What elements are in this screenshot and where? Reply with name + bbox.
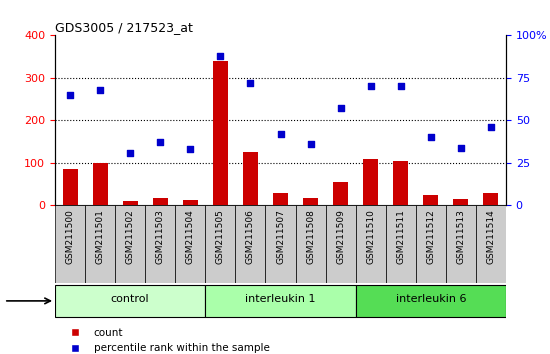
Bar (386, 205, 416, 283)
Bar (303, 198, 318, 205)
Text: GSM211512: GSM211512 (426, 209, 436, 264)
Text: GSM211507: GSM211507 (276, 209, 285, 264)
Bar (175, 205, 205, 283)
Bar (446, 205, 476, 283)
Bar (393, 161, 408, 205)
Bar (55, 285, 205, 317)
Text: GSM211514: GSM211514 (486, 209, 496, 264)
Bar (273, 193, 288, 205)
Text: GSM211513: GSM211513 (456, 209, 465, 264)
Bar (63, 169, 78, 205)
Text: GSM211509: GSM211509 (336, 209, 345, 264)
Bar (85, 205, 115, 283)
Text: GSM211503: GSM211503 (156, 209, 165, 264)
Bar (153, 198, 168, 205)
Text: GSM211505: GSM211505 (216, 209, 225, 264)
Text: GDS3005 / 217523_at: GDS3005 / 217523_at (55, 21, 193, 34)
Legend: count, percentile rank within the sample: count, percentile rank within the sample (60, 324, 273, 354)
Point (65, 92, 74, 98)
Bar (123, 201, 138, 205)
Text: interleukin 6: interleukin 6 (395, 294, 466, 304)
Bar (213, 61, 228, 205)
Text: control: control (111, 294, 150, 304)
Bar (55, 205, 85, 283)
Bar (483, 193, 498, 205)
Bar (356, 205, 386, 283)
Text: GSM211502: GSM211502 (125, 209, 135, 264)
Bar (326, 205, 356, 283)
Point (426, 135, 435, 140)
Bar (145, 205, 175, 283)
Bar (424, 195, 438, 205)
Point (216, 53, 225, 59)
Point (366, 84, 375, 89)
Bar (115, 205, 145, 283)
Bar (92, 163, 108, 205)
Text: GSM211506: GSM211506 (246, 209, 255, 264)
Point (96, 87, 104, 93)
Text: interleukin 1: interleukin 1 (245, 294, 316, 304)
Point (397, 84, 405, 89)
Point (186, 147, 195, 152)
Point (456, 145, 465, 150)
Point (126, 150, 135, 155)
Point (276, 131, 285, 137)
Bar (453, 199, 469, 205)
Text: GSM211501: GSM211501 (96, 209, 104, 264)
Bar (205, 285, 356, 317)
Point (246, 80, 255, 86)
Point (306, 141, 315, 147)
Bar (205, 205, 235, 283)
Bar (243, 152, 258, 205)
Text: GSM211508: GSM211508 (306, 209, 315, 264)
Point (156, 139, 164, 145)
Bar (416, 205, 446, 283)
Bar (235, 205, 266, 283)
Bar (356, 285, 506, 317)
Bar (295, 205, 326, 283)
Point (487, 124, 496, 130)
Text: GSM211510: GSM211510 (366, 209, 375, 264)
Text: GSM211500: GSM211500 (65, 209, 75, 264)
Bar (363, 159, 378, 205)
Text: GSM211504: GSM211504 (186, 209, 195, 264)
Point (336, 105, 345, 111)
Text: GSM211511: GSM211511 (396, 209, 405, 264)
Bar (333, 182, 348, 205)
Bar (266, 205, 295, 283)
Bar (183, 200, 198, 205)
Bar (476, 205, 506, 283)
